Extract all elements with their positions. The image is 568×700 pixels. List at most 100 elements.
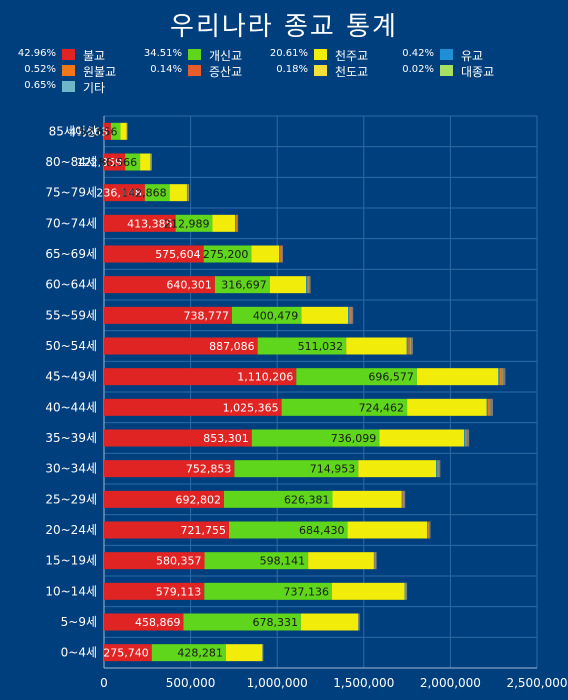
legend-label: 기타: [83, 81, 106, 95]
bar-segment: [257, 337, 347, 355]
data-label: 714,953: [310, 463, 356, 476]
bar-segment: [436, 460, 437, 478]
data-label: 626,381: [284, 493, 330, 506]
data-label: 458,869: [135, 616, 181, 629]
data-label: 1,025,365: [223, 401, 279, 414]
data-label: 684,430: [299, 524, 345, 537]
data-label: 887,086: [209, 340, 255, 353]
x-tick-label: 2,500,000: [506, 676, 567, 690]
bar-segment: [104, 398, 282, 416]
legend-item: 0.42% 유교: [402, 48, 550, 63]
legend-swatch: [440, 49, 453, 60]
bar-segment: [223, 490, 333, 508]
bar-segment: [406, 337, 409, 355]
y-tick-label: 5~9세: [61, 615, 97, 629]
y-tick-label: 75~79세: [45, 186, 97, 200]
bar-segment: [235, 214, 236, 232]
bar-segment: [466, 429, 470, 447]
bar-segment: [212, 214, 236, 232]
bar-segment: [486, 398, 489, 416]
bar-segment: [104, 644, 152, 662]
legend-swatch: [188, 65, 201, 76]
bar-segment: [416, 368, 499, 386]
y-tick-label: 15~19세: [45, 554, 97, 568]
bar-segment: [281, 245, 284, 263]
bar-segment: [144, 184, 170, 202]
legend-item: 20.61% 천주교: [270, 48, 424, 63]
bar-segment: [332, 490, 402, 508]
bar-segment: [402, 490, 404, 508]
y-tick-label: 25~29세: [45, 492, 97, 506]
y-tick-label: 40~44세: [45, 400, 97, 414]
data-label: 1,110,206: [237, 371, 293, 384]
bar-segment: [346, 337, 407, 355]
bar-segment: [225, 644, 263, 662]
bar-segment: [374, 552, 375, 570]
y-tick-label: 30~34세: [45, 462, 97, 476]
data-label: 413,385: [127, 217, 173, 230]
legend-percent: 20.61%: [269, 48, 308, 59]
bar-segment: [204, 582, 332, 600]
bar-segment: [214, 276, 270, 294]
bar-segment: [125, 153, 141, 171]
legend-swatch: [440, 65, 453, 76]
bar-segment: [237, 214, 239, 232]
y-tick-label: 50~54세: [45, 339, 97, 353]
bar-segment: [373, 552, 375, 570]
legend-percent: 0.52%: [24, 64, 56, 75]
bar-segment: [204, 552, 309, 570]
legend-swatch: [62, 65, 75, 76]
legend-percent: 34.51%: [143, 48, 182, 59]
bar-segment: [499, 368, 502, 386]
legend-swatch: [314, 49, 327, 60]
data-label: 428,281: [177, 647, 223, 660]
data-label: 41,563: [69, 125, 108, 138]
bar-segment: [169, 184, 187, 202]
legend-percent: 0.18%: [276, 64, 308, 75]
x-tick-label: 1,500,000: [333, 676, 394, 690]
bar-segment: [188, 184, 190, 202]
legend-label: 원불교: [83, 65, 117, 79]
legend-item: 34.51% 개신교: [144, 48, 298, 63]
legend-item: 42.96% 불교: [18, 48, 172, 63]
bar-segment: [300, 613, 359, 631]
y-tick-label: 80~84세: [45, 155, 97, 169]
legend-swatch: [188, 49, 201, 60]
bar-segment: [104, 552, 205, 570]
x-tick-label: 500,000: [166, 676, 216, 690]
data-label: 575,604: [155, 248, 201, 261]
legend-item: 0.65% 기타: [24, 80, 172, 95]
y-tick-label: 10~14세: [45, 584, 97, 598]
y-tick-label: 85세이상: [49, 124, 97, 138]
bar-segment: [464, 429, 466, 447]
legend-percent: 0.42%: [402, 48, 434, 59]
bar-segment: [104, 460, 235, 478]
data-label: 640,301: [166, 279, 212, 292]
bar-segment: [306, 276, 308, 294]
bar-segment: [301, 306, 349, 324]
bar-segment: [296, 368, 417, 386]
bar-segment: [331, 582, 405, 600]
x-tick-label: 1,000,000: [247, 676, 308, 690]
bar-segment: [351, 306, 354, 324]
bar-segment: [407, 398, 487, 416]
legend-label: 유교: [461, 49, 484, 63]
bar-segment: [231, 306, 302, 324]
bar-segment: [358, 460, 437, 478]
bar-segment: [183, 613, 301, 631]
bar-segment: [120, 122, 127, 140]
bar-segment: [104, 306, 232, 324]
legend-percent: 42.96%: [17, 48, 56, 59]
bar-segment: [110, 122, 121, 140]
bar-segment: [438, 460, 441, 478]
bar-segment: [408, 337, 410, 355]
bar-segment: [347, 521, 428, 539]
bar-segment: [502, 368, 506, 386]
bar-segment: [251, 245, 280, 263]
bar-segment: [104, 582, 205, 600]
bar-segment: [488, 398, 490, 416]
data-label: 142,868: [121, 187, 167, 200]
bar-segment: [229, 521, 348, 539]
legend-label: 불교: [83, 49, 106, 63]
